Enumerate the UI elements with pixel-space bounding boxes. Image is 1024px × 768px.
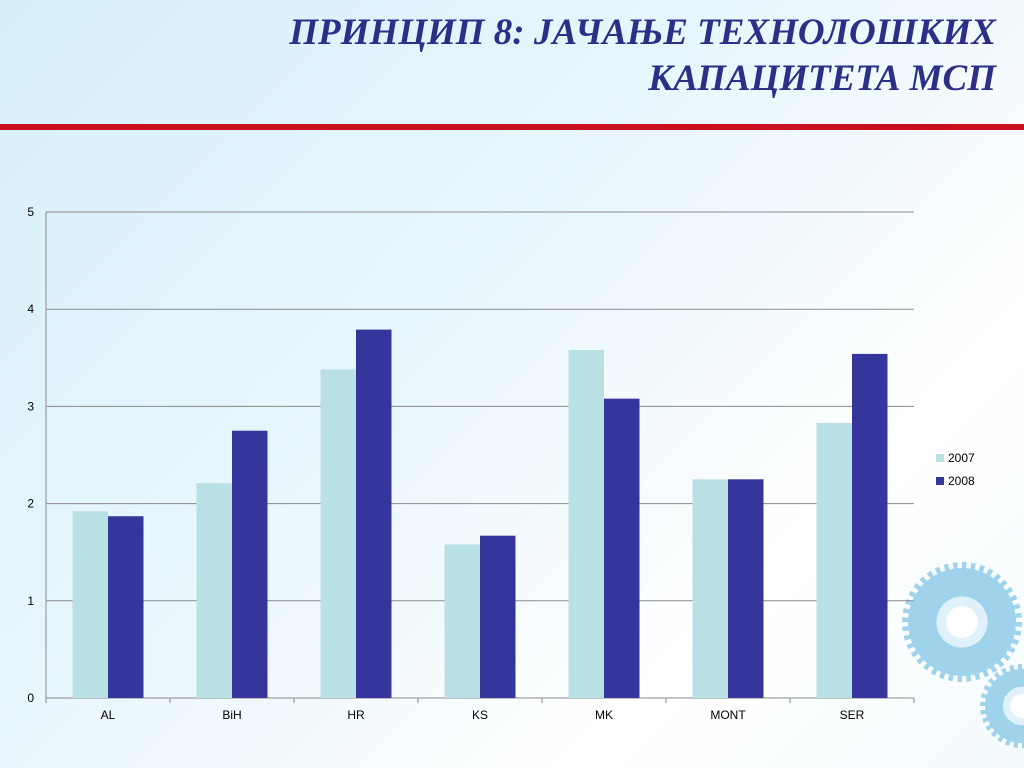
bar-2008-bih	[232, 430, 268, 698]
bar-2008-mk	[604, 398, 640, 698]
bar-2007-ser	[816, 422, 852, 698]
bar-2007-bih	[196, 483, 232, 698]
bar-2008-ks	[480, 535, 516, 698]
legend-swatch-2008	[936, 476, 944, 485]
y-tick-label: 5	[27, 205, 34, 219]
x-tick-label: MK	[595, 708, 613, 722]
bar-2007-mont	[692, 479, 728, 698]
gear-icon	[902, 562, 1022, 682]
chart-legend: 2007 2008	[936, 446, 975, 492]
y-tick-label: 4	[27, 302, 34, 316]
legend-item-2008: 2008	[936, 469, 975, 492]
bar-2007-al	[72, 511, 108, 698]
bar-2007-hr	[320, 369, 356, 698]
legend-item-2007: 2007	[936, 446, 975, 469]
x-tick-label: KS	[472, 708, 488, 722]
bar-2008-hr	[356, 329, 392, 698]
x-tick-label: SER	[840, 708, 865, 722]
y-tick-label: 0	[27, 691, 34, 705]
y-tick-label: 1	[27, 594, 34, 608]
gear-icon	[980, 664, 1024, 748]
x-tick-label: MONT	[710, 708, 746, 722]
x-tick-label: AL	[101, 708, 116, 722]
slide-title-line-1: ПРИНЦИП 8: ЈАЧАЊЕ ТЕХНОЛОШКИХ	[289, 12, 996, 53]
bar-2008-al	[108, 516, 144, 698]
x-tick-label: HR	[347, 708, 365, 722]
legend-label-2007: 2007	[948, 450, 975, 465]
legend-swatch-2007	[936, 453, 944, 462]
y-tick-label: 2	[27, 497, 34, 511]
slide-title: ПРИНЦИП 8: ЈАЧАЊЕ ТЕХНОЛОШКИХ КАПАЦИТЕТА…	[96, 10, 996, 102]
title-divider	[0, 124, 1024, 130]
y-tick-label: 3	[27, 399, 34, 413]
legend-label-2008: 2008	[948, 473, 975, 488]
slide-title-line-2: КАПАЦИТЕТА МСП	[648, 58, 996, 99]
bar-2008-ser	[852, 353, 888, 698]
bar-2008-mont	[728, 479, 764, 698]
bar-2007-ks	[444, 544, 480, 698]
x-tick-label: BiH	[222, 708, 241, 722]
bar-2007-mk	[568, 350, 604, 698]
